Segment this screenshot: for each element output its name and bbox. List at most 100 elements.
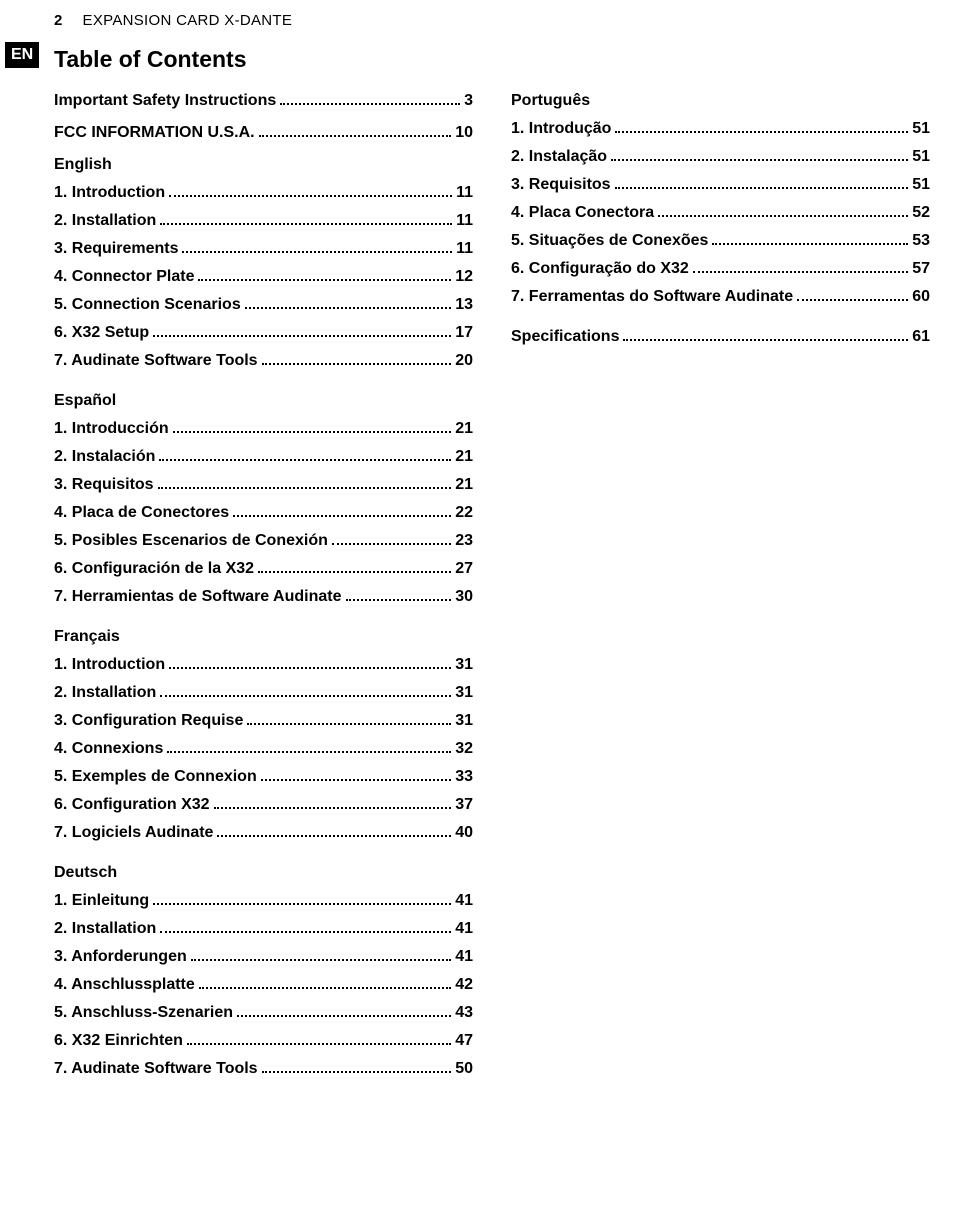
toc-entry-label: 3. Configuration Requise — [54, 712, 243, 730]
toc-leader — [346, 599, 452, 601]
toc-entry-page: 41 — [455, 892, 473, 910]
toc-leader — [199, 987, 451, 989]
toc-entry[interactable]: 2. Installation 31 — [54, 684, 473, 702]
toc-entry[interactable]: 6. Configuración de la X3227 — [54, 560, 473, 578]
toc-leader — [280, 103, 460, 105]
toc-leader — [259, 135, 452, 137]
toc-leader — [332, 543, 451, 545]
toc-entry[interactable]: Important Safety Instructions 3 — [54, 92, 473, 110]
toc-entry[interactable]: 2. Instalação 51 — [511, 148, 930, 166]
toc-leader — [153, 903, 451, 905]
toc-entry[interactable]: 6. X32 Einrichten47 — [54, 1032, 473, 1050]
toc-entry[interactable]: 7. Herramientas de Software Audinate30 — [54, 588, 473, 606]
toc-entry[interactable]: 3. Configuration Requise 31 — [54, 712, 473, 730]
toc-entry[interactable]: FCC INFORMATION U.S.A.10 — [54, 124, 473, 142]
toc-entry-label: Specifications — [511, 328, 619, 346]
toc-entry-label: 2. Installation — [54, 920, 156, 938]
toc-entry[interactable]: 4. Placa de Conectores22 — [54, 504, 473, 522]
toc-entry[interactable]: Specifications61 — [511, 328, 930, 346]
toc-entry-label: 5. Anschluss-Szenarien — [54, 1004, 233, 1022]
toc-leader — [160, 695, 451, 697]
toc-entry[interactable]: 3. Requisitos21 — [54, 476, 473, 494]
toc-entry-label: Important Safety Instructions — [54, 92, 276, 110]
toc-entry-label: 6. Configuración de la X32 — [54, 560, 254, 578]
toc-leader — [158, 487, 452, 489]
toc-entry[interactable]: 1. Einleitung41 — [54, 892, 473, 910]
toc-entry[interactable]: 7. Ferramentas do Software Audinate 60 — [511, 288, 930, 306]
toc-entry-label: 2. Instalación — [54, 448, 155, 466]
toc-entry[interactable]: 3. Requirements 11 — [54, 240, 473, 258]
toc-entry[interactable]: 5. Situações de Conexões53 — [511, 232, 930, 250]
toc-entry-page: 41 — [455, 920, 473, 938]
toc-entry[interactable]: 5. Exemples de Connexion33 — [54, 768, 473, 786]
toc-entry[interactable]: 4. Connexions32 — [54, 740, 473, 758]
toc-entry-page: 31 — [455, 684, 473, 702]
toc-entry[interactable]: 2. Installation11 — [54, 212, 473, 230]
toc-entry[interactable]: 4. Connector Plate12 — [54, 268, 473, 286]
toc-entry-page: 3 — [464, 92, 473, 110]
toc-entry-label: 6. X32 Einrichten — [54, 1032, 183, 1050]
toc-entry-page: 12 — [455, 268, 473, 286]
toc-entry[interactable]: 4. Placa Conectora52 — [511, 204, 930, 222]
toc-entry-label: 2. Instalação — [511, 148, 607, 166]
toc-leader — [182, 251, 452, 253]
toc-entry-page: 42 — [455, 976, 473, 994]
toc-entry[interactable]: 3. Requisitos 51 — [511, 176, 930, 194]
toc-entry-label: 5. Exemples de Connexion — [54, 768, 257, 786]
page-header: 2 EXPANSION CARD X-DANTE — [54, 12, 292, 29]
toc-leader — [167, 751, 451, 753]
toc-entry[interactable]: 2. Instalación21 — [54, 448, 473, 466]
toc-leader — [214, 807, 452, 809]
toc-entry-page: 11 — [456, 240, 473, 258]
toc-leader — [237, 1015, 451, 1017]
toc-entry[interactable]: 3. Anforderungen41 — [54, 948, 473, 966]
toc-entry[interactable]: 6. X32 Setup17 — [54, 324, 473, 342]
toc-left-column: Important Safety Instructions 3 FCC INFORM… — [54, 92, 473, 1088]
toc-entry-label: 2. Installation — [54, 212, 156, 230]
toc-entry[interactable]: 1. Introducción 21 — [54, 420, 473, 438]
toc-leader — [693, 271, 908, 273]
toc-section-heading: Français — [54, 628, 473, 646]
toc-section-heading: Deutsch — [54, 864, 473, 882]
toc-entry-label: 2. Installation — [54, 684, 156, 702]
toc-entry[interactable]: 7. Logiciels Audinate 40 — [54, 824, 473, 842]
toc-entry[interactable]: 2. Installation 41 — [54, 920, 473, 938]
toc-leader — [198, 279, 451, 281]
toc-leader — [169, 667, 451, 669]
toc-entry[interactable]: 1. Introdução51 — [511, 120, 930, 138]
toc-entry-page: 37 — [455, 796, 473, 814]
toc-leader — [261, 779, 451, 781]
toc-entry-label: 4. Connexions — [54, 740, 163, 758]
toc-section-heading: Português — [511, 92, 930, 110]
toc-entry-label: 1. Introduction — [54, 656, 165, 674]
toc-entry-page: 30 — [455, 588, 473, 606]
toc-entry-page: 53 — [912, 232, 930, 250]
toc-entry-page: 21 — [455, 476, 473, 494]
toc-entry[interactable]: 6. Configuração do X3257 — [511, 260, 930, 278]
toc-entry-page: 31 — [455, 656, 473, 674]
toc-entry-label: 6. Configuration X32 — [54, 796, 210, 814]
toc-entry[interactable]: 6. Configuration X32 37 — [54, 796, 473, 814]
toc-entry-page: 21 — [455, 420, 473, 438]
toc-entry[interactable]: 1. Introduction11 — [54, 184, 473, 202]
toc-entry[interactable]: 5. Connection Scenarios13 — [54, 296, 473, 314]
toc-entry[interactable]: 5. Anschluss-Szenarien43 — [54, 1004, 473, 1022]
toc-entry-label: 3. Requirements — [54, 240, 178, 258]
toc-entry-page: 51 — [912, 148, 930, 166]
toc-entry[interactable]: 4. Anschlussplatte42 — [54, 976, 473, 994]
toc-columns: Important Safety Instructions 3 FCC INFORM… — [54, 92, 930, 1088]
toc-entry[interactable]: 7. Audinate Software Tools50 — [54, 1060, 473, 1078]
toc-entry-label: 7. Logiciels Audinate — [54, 824, 213, 842]
toc-entry-label: 3. Requisitos — [511, 176, 611, 194]
toc-entry-label: 7. Audinate Software Tools — [54, 352, 258, 370]
toc-entry-page: 20 — [455, 352, 473, 370]
toc-entry[interactable]: 1. Introduction 31 — [54, 656, 473, 674]
toc-leader — [217, 835, 451, 837]
toc-leader — [615, 187, 909, 189]
toc-leader — [191, 959, 451, 961]
toc-entry-label: 1. Introducción — [54, 420, 169, 438]
toc-entry-label: 6. Configuração do X32 — [511, 260, 689, 278]
toc-entry[interactable]: 7. Audinate Software Tools 20 — [54, 352, 473, 370]
toc-entry[interactable]: 5. Posibles Escenarios de Conexión23 — [54, 532, 473, 550]
toc-entry-page: 22 — [455, 504, 473, 522]
